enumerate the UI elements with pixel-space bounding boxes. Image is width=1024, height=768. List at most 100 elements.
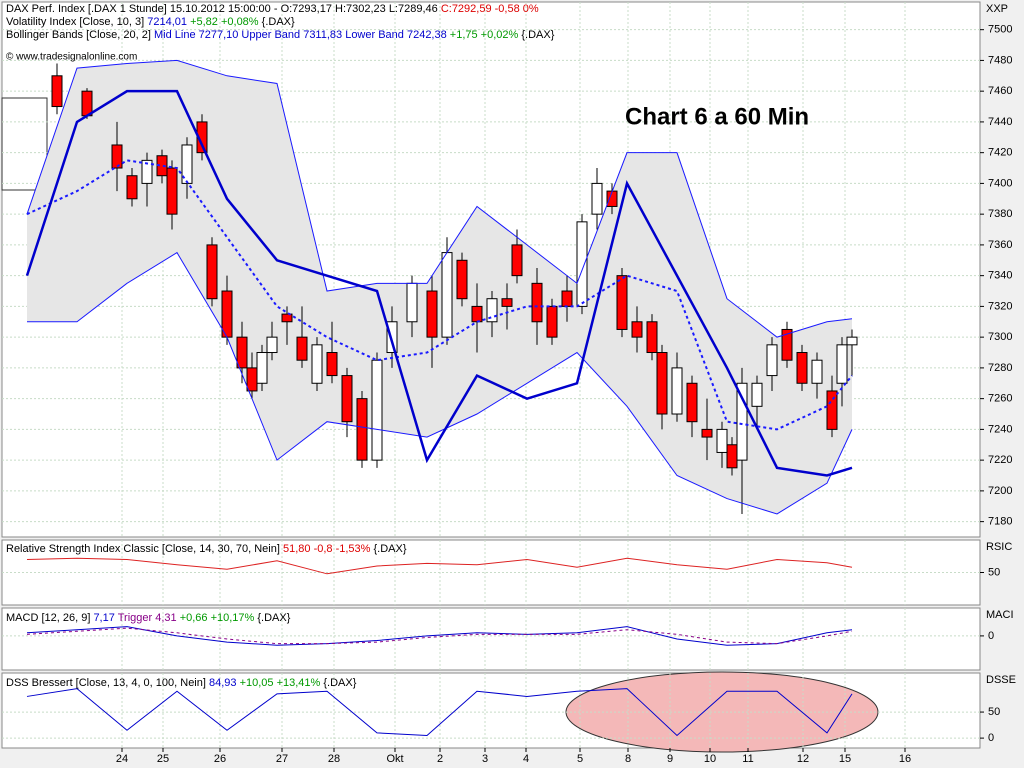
legend-line: DSS Bressert [Close, 13, 4, 0, 100, Nein… <box>6 677 357 689</box>
macd-panel <box>1 607 981 671</box>
y-tick-label: 0 <box>988 732 994 744</box>
candle-body <box>576 221 588 307</box>
legend-text: {.DAX} <box>374 543 407 555</box>
candle-body <box>726 444 738 469</box>
candle-body <box>631 321 643 338</box>
line-series <box>26 688 853 737</box>
y-tick-label: 7380 <box>988 208 1012 220</box>
candle-body <box>311 344 323 384</box>
candle-body <box>546 305 558 338</box>
candle-body <box>471 305 483 323</box>
x-tick-label: 10 <box>704 753 716 765</box>
line-series <box>26 627 853 645</box>
legend-text: 84,93 <box>209 677 240 689</box>
legend-text: 7214,01 <box>147 16 190 28</box>
candle-body <box>531 282 543 323</box>
x-tick-label: 9 <box>667 753 673 765</box>
legend-text: 51,80 -0,8 -1,53% <box>283 543 374 555</box>
x-tick-label: 12 <box>797 753 809 765</box>
y-tick-label: 50 <box>988 566 1000 578</box>
candle-body <box>836 344 848 384</box>
legend-text: Bollinger Bands [Close, 20, 2] <box>6 29 154 41</box>
line-series <box>26 59 853 338</box>
candle-body <box>256 352 268 384</box>
y-tick-label: 7300 <box>988 331 1012 343</box>
x-tick-label: 11 <box>742 753 753 765</box>
candle-body <box>206 244 218 300</box>
candle-body <box>196 121 208 154</box>
candle-body <box>441 252 453 338</box>
candle-body <box>126 175 138 200</box>
y-tick-label: 7320 <box>988 300 1012 312</box>
y-tick-label: 7500 <box>988 24 1012 36</box>
legend-line: DAX Perf. Index [.DAX 1 Stunde] 15.10.20… <box>6 3 539 15</box>
candle-body <box>796 352 808 384</box>
legend-text: {.DAX} <box>257 612 290 624</box>
x-tick-label: 3 <box>482 753 488 765</box>
legend-text: 7,17 <box>93 612 117 624</box>
x-tick-label: 4 <box>523 753 529 765</box>
x-tick-label: 24 <box>116 753 128 765</box>
line-series <box>26 557 853 575</box>
legend-text: +5,82 +0,08% <box>190 16 262 28</box>
legend-text: {.DAX} <box>323 677 356 689</box>
candle-body <box>846 336 858 346</box>
candle-body <box>591 182 603 215</box>
candle-body <box>501 298 513 307</box>
candle-body <box>456 259 468 300</box>
legend-line: MACD [12, 26, 9] 7,17 Trigger 4,31 +0,66… <box>6 612 291 624</box>
candle-body <box>81 90 93 117</box>
y-tick-label: 7220 <box>988 454 1012 466</box>
candle-body <box>356 398 368 461</box>
legend-line: Volatility Index [Close, 10, 3] 7214,01 … <box>6 16 295 28</box>
candle-body <box>686 382 698 423</box>
candle-body <box>656 352 668 415</box>
legend-text: C:7292,59 -0,58 0% <box>441 3 539 15</box>
legend-text: Trigger 4,31 <box>118 612 180 624</box>
axis-label: MACI <box>986 609 1014 621</box>
y-tick-label: 50 <box>988 706 1000 718</box>
y-tick-label: 7280 <box>988 362 1012 374</box>
legend-text: +1,75 +0,02% <box>450 29 522 41</box>
candle-body <box>166 167 178 215</box>
candle-body <box>386 321 398 354</box>
line-series <box>26 626 853 646</box>
x-tick-label: Okt <box>386 753 403 765</box>
line-series <box>27 251 853 515</box>
candle-body <box>751 382 763 407</box>
x-tick-label: 16 <box>899 753 911 765</box>
legend-text: Volatility Index [Close, 10, 3] <box>6 16 147 28</box>
candle-body <box>646 321 658 354</box>
candle-body <box>51 75 63 108</box>
candle-body <box>246 367 258 392</box>
candle-body <box>236 336 248 369</box>
y-tick-label: 7420 <box>988 147 1012 159</box>
legend-text: DSS Bressert [Close, 13, 4, 0, 100, Nein… <box>6 677 209 689</box>
y-tick-label: 0 <box>988 630 994 642</box>
legend-text: {.DAX} <box>262 16 295 28</box>
candle-body <box>221 290 233 338</box>
legend-text: {.DAX} <box>521 29 554 41</box>
candle-body <box>616 275 628 330</box>
y-tick-label: 7240 <box>988 423 1012 435</box>
y-tick-label: 7340 <box>988 270 1012 282</box>
y-tick-label: 7180 <box>988 516 1012 528</box>
candle-body <box>826 390 838 430</box>
legend-text: +10,05 +13,41% <box>240 677 324 689</box>
candle-body <box>561 290 573 307</box>
legend-text: Mid Line 7277,10 Upper Band 7311,83 Lowe… <box>154 29 450 41</box>
candle-body <box>811 359 823 384</box>
candle-body <box>266 336 278 354</box>
axis-label: XXP <box>986 3 1008 15</box>
x-tick-label: 2 <box>437 753 443 765</box>
legend-line: Relative Strength Index Classic [Close, … <box>6 543 407 555</box>
legend-text: Relative Strength Index Classic [Close, … <box>6 543 283 555</box>
candle-body <box>766 344 778 377</box>
y-tick-label: 7440 <box>988 116 1012 128</box>
y-tick-label: 7400 <box>988 177 1012 189</box>
axis-label: RSIC <box>986 541 1012 553</box>
candle-body <box>296 336 308 361</box>
candle-body <box>111 144 123 169</box>
x-tick-label: 5 <box>577 753 583 765</box>
